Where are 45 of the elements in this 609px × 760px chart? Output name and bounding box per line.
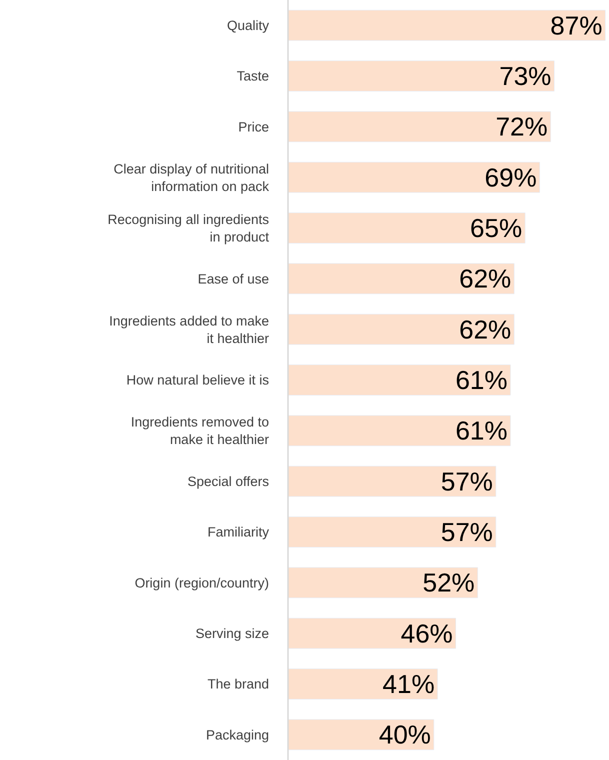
y-tick-label: Origin (region/country) xyxy=(134,575,269,590)
data-label: 61% xyxy=(455,365,508,395)
data-label: 41% xyxy=(382,669,435,699)
y-tick-label: Taste xyxy=(236,68,269,84)
y-tick-label: Ease of use xyxy=(198,271,269,286)
bar xyxy=(288,60,555,92)
data-label: 62% xyxy=(459,314,512,344)
y-tick-label: Price xyxy=(238,119,269,134)
y-tick-label: Ingredients removed to make it healthier xyxy=(130,414,270,448)
data-label: 52% xyxy=(422,568,475,598)
bar xyxy=(288,618,456,649)
data-label: 61% xyxy=(455,416,508,446)
y-tick-label: Recognising all ingredients in product xyxy=(108,212,270,244)
data-label: 57% xyxy=(440,517,493,547)
bar xyxy=(288,516,496,548)
y-tick-label: Special offers xyxy=(187,474,270,490)
data-label: 73% xyxy=(499,61,552,91)
y-tick-label: Clear display of nutritional information on pack xyxy=(114,161,270,194)
bar xyxy=(288,719,434,750)
y-tick-label: How natural believe it is xyxy=(126,372,270,388)
y-tick-label: Packaging xyxy=(206,727,269,742)
data-label: 40% xyxy=(378,720,431,750)
bar xyxy=(288,263,514,294)
y-tick-label: Familiarity xyxy=(207,524,270,540)
bar xyxy=(288,567,478,598)
data-label: 65% xyxy=(470,213,522,243)
bar xyxy=(288,668,438,700)
bar xyxy=(288,162,540,193)
y-tick-label: Serving size xyxy=(195,626,269,642)
data-label: 46% xyxy=(400,618,453,648)
data-label: 69% xyxy=(484,162,537,192)
bar xyxy=(288,415,511,446)
bar xyxy=(288,466,496,497)
bar xyxy=(288,364,511,396)
data-label: 62% xyxy=(459,264,512,294)
y-tick-label: Quality xyxy=(226,18,270,34)
bar xyxy=(288,111,551,142)
y-tick-label: Ingredients added to make it healthier xyxy=(109,313,270,346)
data-label: 87% xyxy=(550,10,602,40)
data-label: 57% xyxy=(440,466,493,496)
y-tick-label: The brand xyxy=(207,676,269,692)
bar xyxy=(288,314,514,345)
data-label: 72% xyxy=(496,112,548,142)
bar xyxy=(288,10,606,41)
bar xyxy=(288,212,526,244)
